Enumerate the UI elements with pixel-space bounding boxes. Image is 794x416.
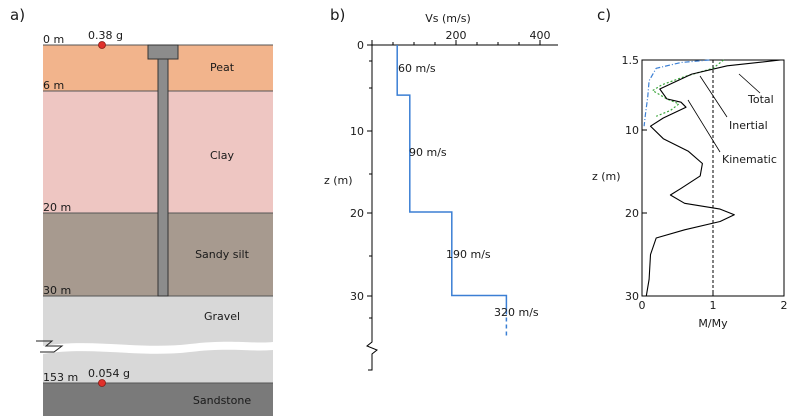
vs-axis-title: Vs (m/s) xyxy=(425,12,471,25)
series-label-inertial: Inertial xyxy=(729,119,768,132)
vs-label-90: 90 m/s xyxy=(409,146,447,159)
vs-y-axis-title: z (m) xyxy=(324,174,353,187)
accel-label-base: 0.054 g xyxy=(88,367,130,380)
series-label-total: Total xyxy=(747,93,774,106)
moment-x-tick-1: 1 xyxy=(710,299,717,312)
vs-step-line xyxy=(396,45,508,338)
moment-y-tick-20: 20 xyxy=(625,207,639,220)
moment-y-tick-10: 10 xyxy=(625,124,639,137)
series-label-kinematic: Kinematic xyxy=(722,153,777,166)
panel-letter-a: a) xyxy=(10,6,25,24)
total-moment-curve xyxy=(645,59,781,297)
vs-step-path xyxy=(396,45,508,311)
moment-curves xyxy=(643,59,781,297)
series-leader-lines xyxy=(687,73,761,153)
vs-label-320: 320 m/s xyxy=(494,306,539,319)
layer-sandstone xyxy=(43,383,273,416)
accel-label-top: 0.38 g xyxy=(88,29,123,42)
layer-name-gravel: Gravel xyxy=(204,310,240,323)
break-symbol-icon xyxy=(36,340,64,353)
vs-label-190: 190 m/s xyxy=(446,248,491,261)
moment-x-axis-title: M/My xyxy=(698,317,728,330)
panel-letter-b: b) xyxy=(330,6,345,24)
vs-y-tick-0: 0 xyxy=(357,39,364,52)
vs-y-ticks xyxy=(367,44,372,319)
accel-marker-top xyxy=(98,41,106,49)
vs-y-axis xyxy=(366,45,378,371)
moment-y-tick-30: 30 xyxy=(625,290,639,303)
vs-x-tick-200: 200 xyxy=(446,29,467,42)
pile-cap xyxy=(147,44,179,60)
layer-name-clay: Clay xyxy=(210,149,234,162)
depth-label-153: 153 m xyxy=(43,371,78,384)
accel-marker-base xyxy=(98,379,106,387)
moment-y-tick-1-5: 1.5 xyxy=(622,54,640,67)
depth-label-0: 0 m xyxy=(43,33,64,46)
vs-y-tick-30: 30 xyxy=(350,290,364,303)
moment-y-axis-title: z (m) xyxy=(592,170,621,183)
layer-name-sandstone: Sandstone xyxy=(193,394,251,407)
vs-y-tick-20: 20 xyxy=(350,207,364,220)
vs-x-ticks xyxy=(371,40,541,45)
vs-label-60: 60 m/s xyxy=(398,62,436,75)
vs-x-tick-400: 400 xyxy=(530,29,551,42)
layer-name-sandy-silt: Sandy silt xyxy=(195,248,250,261)
layer-name-peat: Peat xyxy=(210,61,235,74)
depth-label-20: 20 m xyxy=(43,201,71,214)
moment-y-ticks xyxy=(642,59,647,297)
moment-x-tick-2: 2 xyxy=(781,299,788,312)
depth-label-6: 6 m xyxy=(43,79,64,92)
moment-x-tick-0: 0 xyxy=(639,299,646,312)
inertial-moment-curve xyxy=(643,59,710,127)
depth-label-30: 30 m xyxy=(43,284,71,297)
panel-letter-c: c) xyxy=(597,6,611,24)
layer-gravel xyxy=(43,296,273,383)
vs-y-tick-10: 10 xyxy=(350,125,364,138)
pile-shaft xyxy=(157,58,169,297)
gravel-break-band xyxy=(43,341,273,354)
